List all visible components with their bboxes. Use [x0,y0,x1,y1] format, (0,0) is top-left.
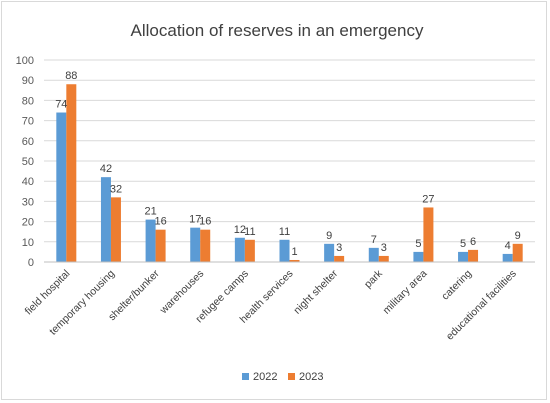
y-tick-label: 60 [22,136,34,148]
bar-2022 [190,227,201,262]
data-label: 88 [65,70,77,82]
data-label: 6 [470,236,476,248]
data-label: 27 [422,193,434,205]
data-label: 3 [381,242,387,254]
category-label: catering [439,268,474,303]
data-label: 9 [326,230,332,242]
legend: 2022 2023 [242,371,323,383]
data-label: 12 [234,224,246,236]
legend-swatch-2023 [288,373,295,380]
legend-label-2022: 2022 [253,371,277,383]
y-tick-label: 20 [22,217,34,229]
bar-2023 [110,197,121,262]
bar-2023 [200,229,211,262]
y-tick-label: 50 [22,156,34,168]
category-label: military area [381,268,430,317]
y-axis-ticks: 0 10 20 30 40 50 60 70 80 90 100 [16,55,34,269]
data-label: 17 [189,214,201,226]
data-label: 7 [371,234,377,246]
y-tick-label: 0 [28,257,34,269]
bar-2023 [423,207,434,262]
data-label: 3 [336,242,342,254]
bar-2022 [368,247,379,262]
data-label: 32 [110,183,122,195]
bar-2022 [145,219,156,262]
data-label: 5 [415,238,421,250]
y-tick-label: 30 [22,196,34,208]
y-tick-label: 90 [22,75,34,87]
bar-2022 [458,251,469,262]
bar-2023 [512,243,523,262]
data-label: 9 [515,230,521,242]
legend-label-2023: 2023 [299,371,323,383]
data-label: 21 [144,206,156,218]
data-label: 74 [55,99,67,111]
gridlines [44,59,535,243]
bar-2022 [279,239,290,262]
y-tick-label: 10 [22,237,34,249]
bar-2023 [334,255,345,262]
bar-2022 [100,177,111,262]
legend-swatch-2022 [242,373,249,380]
bar-2022 [502,253,513,262]
bar-2022 [324,243,335,262]
bar-2023 [66,84,77,263]
bar-2023 [289,259,300,262]
chart-title: Allocation of reserves in an emergency [131,21,424,40]
y-tick-label: 40 [22,176,34,188]
bar-2023 [378,255,389,262]
category-label: warehouses [157,268,206,317]
category-label: night shelter [291,267,340,316]
data-label: 16 [154,216,166,228]
y-tick-label: 70 [22,116,34,128]
bars [56,84,523,263]
data-label: 4 [505,240,511,252]
bar-2022 [56,112,67,263]
bar-2022 [413,251,424,262]
bar-2023 [468,249,479,262]
y-tick-label: 80 [22,95,34,107]
data-label: 11 [279,226,290,238]
data-label: 42 [100,163,112,175]
bar-2022 [234,237,245,262]
bar-2023 [155,229,166,262]
data-label: 11 [244,226,255,238]
category-label: park [362,267,385,290]
data-label: 1 [291,246,297,258]
data-label: 5 [460,238,466,250]
data-label: 16 [199,216,211,228]
bar-2023 [244,239,255,262]
y-tick-label: 100 [16,55,34,67]
